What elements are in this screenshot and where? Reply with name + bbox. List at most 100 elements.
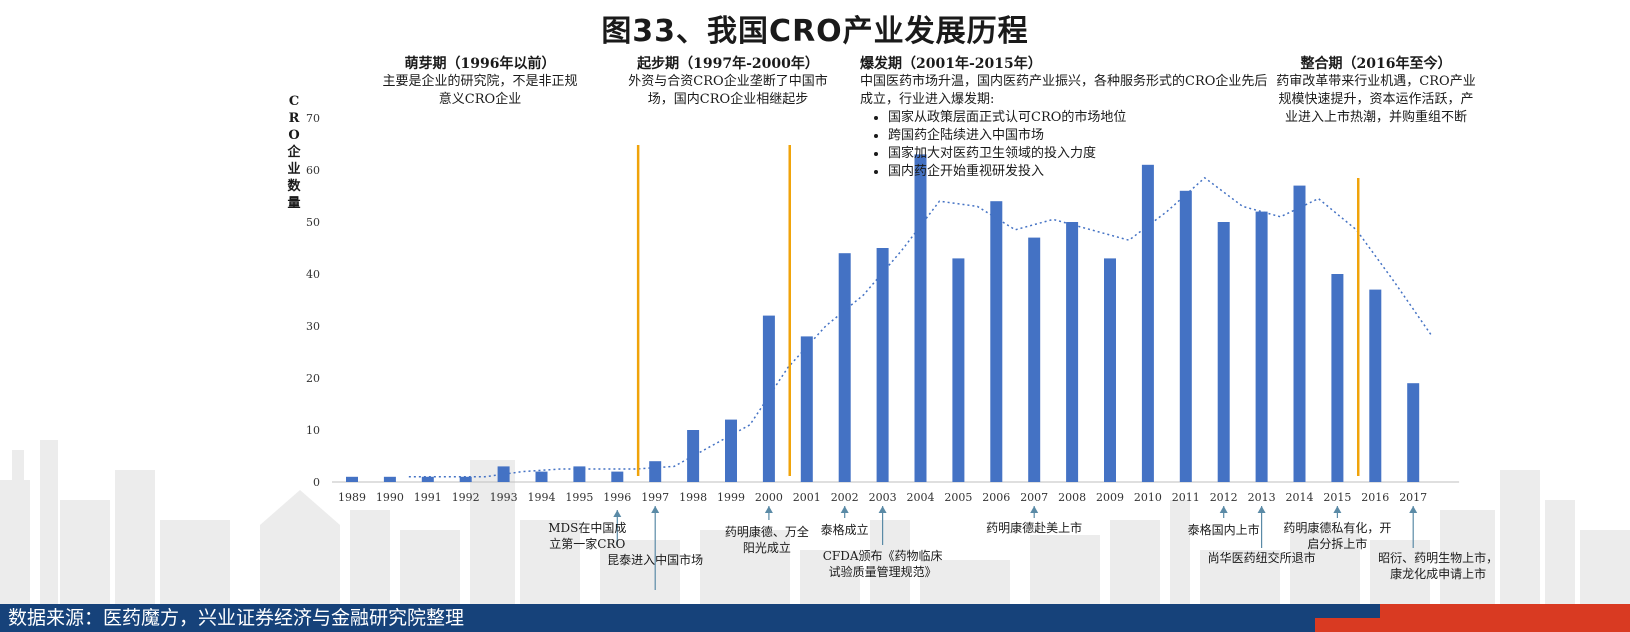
phase-consolidation: 整合期（2016年至今） 药审改革带来行业机遇，CRO产业规模快速提升，资本运作… — [1275, 55, 1477, 127]
x-tick-label: 2004 — [907, 491, 935, 504]
phase-sprout-title: 萌芽期（1996年以前） — [404, 56, 556, 72]
bar-2013 — [1255, 211, 1268, 482]
phase-boom-bullets: 国家从政策层面正式认可CRO的市场地位 跨国药企陆续进入中国市场 国家加大对医药… — [860, 109, 1270, 181]
phase-sprout: 萌芽期（1996年以前） 主要是企业的研究院，不是非正规意义CRO企业 — [380, 55, 580, 109]
bar-2016 — [1369, 289, 1382, 482]
annotation-1996: MDS在中国成立第一家CRO — [548, 521, 627, 551]
bar-2004 — [914, 154, 927, 482]
bar-2008 — [1066, 222, 1079, 482]
annotation-2013: 尚华医药纽交所退市 — [1207, 551, 1316, 565]
phase-boom-bullet: 国家从政策层面正式认可CRO的市场地位 — [888, 109, 1270, 127]
bar-2017 — [1407, 383, 1420, 482]
x-tick-label: 2005 — [944, 491, 972, 504]
phase-consolidation-title: 整合期（2016年至今） — [1300, 56, 1452, 72]
y-tick-label: 10 — [306, 424, 320, 437]
annotation-arrowhead — [651, 506, 660, 513]
footer-accent-top — [1380, 604, 1630, 618]
y-tick-label: 60 — [306, 164, 320, 177]
x-tick-label: 2009 — [1096, 491, 1124, 504]
y-tick-label: 0 — [313, 476, 320, 489]
bar-1991 — [421, 476, 434, 482]
y-tick-label: 40 — [306, 268, 320, 281]
x-tick-label: 2016 — [1361, 491, 1389, 504]
annotation-arrowhead — [764, 506, 773, 513]
bar-1998 — [687, 430, 700, 482]
annotation-2017: 昭衍、药明生物上市，康龙化成申请上市 — [1378, 551, 1499, 581]
footer-bar: 数据来源：医药魔方，兴业证券经济与金融研究院整理 — [0, 604, 1630, 632]
bar-2007 — [1028, 237, 1041, 482]
bar-2009 — [1104, 258, 1116, 482]
x-tick-label: 2010 — [1134, 491, 1162, 504]
bar-2002 — [838, 253, 851, 482]
phase-boom-bullet: 国内药企开始重视研发投入 — [888, 163, 1270, 181]
city-skyline-background — [0, 440, 1630, 605]
y-tick-label: 50 — [306, 216, 320, 229]
footer-accent — [1315, 618, 1630, 632]
bar-1989 — [346, 476, 358, 482]
bar-2006 — [990, 201, 1003, 482]
x-tick-label: 1990 — [376, 491, 404, 504]
x-tick-label: 1996 — [603, 491, 631, 504]
phase-start-desc: 外资与合资CRO企业垄断了中国市场，国内CRO企业相继起步 — [628, 74, 828, 107]
phase-sprout-desc: 主要是企业的研究院，不是非正规意义CRO企业 — [382, 74, 578, 107]
x-tick-label: 1992 — [452, 491, 480, 504]
bar-2003 — [876, 248, 889, 482]
bar-2011 — [1179, 190, 1192, 483]
bar-2010 — [1141, 164, 1154, 483]
x-tick-label: 1991 — [414, 491, 442, 504]
annotation-2000: 药明康德、万全阳光成立 — [724, 525, 809, 555]
x-tick-label: 1995 — [565, 491, 593, 504]
annotation-2002: 泰格成立 — [820, 523, 869, 537]
bar-2001 — [800, 336, 813, 482]
annotation-2003: CFDA颁布《药物临床试验质量管理规范》 — [822, 549, 943, 579]
annotation-arrowhead — [613, 510, 622, 517]
phase-boom-desc: 中国医药市场升温，国内医药产业振兴，各种服务形式的CRO企业先后成立，行业进入爆… — [860, 74, 1268, 107]
x-tick-label: 1994 — [528, 491, 556, 504]
phase-start: 起步期（1997年-2000年） 外资与合资CRO企业垄断了中国市场，国内CRO… — [626, 55, 830, 109]
phase-boom-bullet: 国家加大对医药卫生领域的投入力度 — [888, 145, 1270, 163]
annotation-arrowhead — [1409, 506, 1418, 513]
annotation-arrowhead — [1219, 506, 1228, 513]
x-tick-label: 2007 — [1020, 491, 1048, 504]
x-tick-label: 2013 — [1248, 491, 1276, 504]
phase-boom-bullet: 跨国药企陆续进入中国市场 — [888, 127, 1270, 145]
annotation-arrowhead — [840, 506, 849, 513]
page-title: 图33、我国CRO产业发展历程 — [601, 14, 1029, 49]
bar-2000 — [762, 315, 775, 482]
x-tick-label: 1993 — [490, 491, 518, 504]
bar-2014 — [1293, 185, 1306, 482]
bar-1997 — [649, 461, 662, 482]
x-tick-label: 1997 — [641, 491, 669, 504]
x-tick-label: 2015 — [1323, 491, 1351, 504]
x-tick-label: 2002 — [831, 491, 859, 504]
annotation-arrowhead — [1257, 506, 1266, 513]
x-tick-label: 2003 — [869, 491, 897, 504]
x-tick-label: 2001 — [793, 491, 821, 504]
y-tick-label: 30 — [306, 320, 320, 333]
annotation-2007: 药明康德赴美上市 — [986, 521, 1083, 535]
phase-consolidation-desc: 药审改革带来行业机遇，CRO产业规模快速提升，资本运作活跃，产业进入上市热潮，并… — [1276, 74, 1476, 125]
bar-1992 — [459, 476, 472, 482]
bar-2015 — [1331, 274, 1344, 482]
x-tick-label: 1999 — [717, 491, 745, 504]
annotation-arrowhead — [1333, 506, 1342, 513]
bar-1990 — [383, 476, 396, 482]
annotation-2012: 泰格国内上市 — [1187, 523, 1260, 537]
x-tick-label: 2012 — [1210, 491, 1238, 504]
y-tick-label: 70 — [306, 112, 320, 125]
x-tick-label: 2006 — [982, 491, 1010, 504]
phase-boom: 爆发期（2001年-2015年） 中国医药市场升温，国内医药产业振兴，各种服务形… — [860, 55, 1270, 181]
phase-start-title: 起步期（1997年-2000年） — [637, 56, 819, 72]
bar-1994 — [535, 471, 548, 482]
y-tick-label: 20 — [306, 372, 320, 385]
source-note: 数据来源：医药魔方，兴业证券经济与金融研究院整理 — [8, 607, 465, 629]
annotation-1997: 昆泰进入中国市场 — [607, 553, 704, 567]
bar-1996 — [611, 471, 624, 482]
x-tick-label: 2000 — [755, 491, 783, 504]
x-tick-label: 1989 — [338, 491, 366, 504]
bar-1993 — [497, 466, 510, 482]
phase-boom-title: 爆发期（2001年-2015年） — [860, 56, 1042, 72]
trendline — [408, 176, 1433, 478]
annotation-arrowhead — [878, 506, 887, 513]
